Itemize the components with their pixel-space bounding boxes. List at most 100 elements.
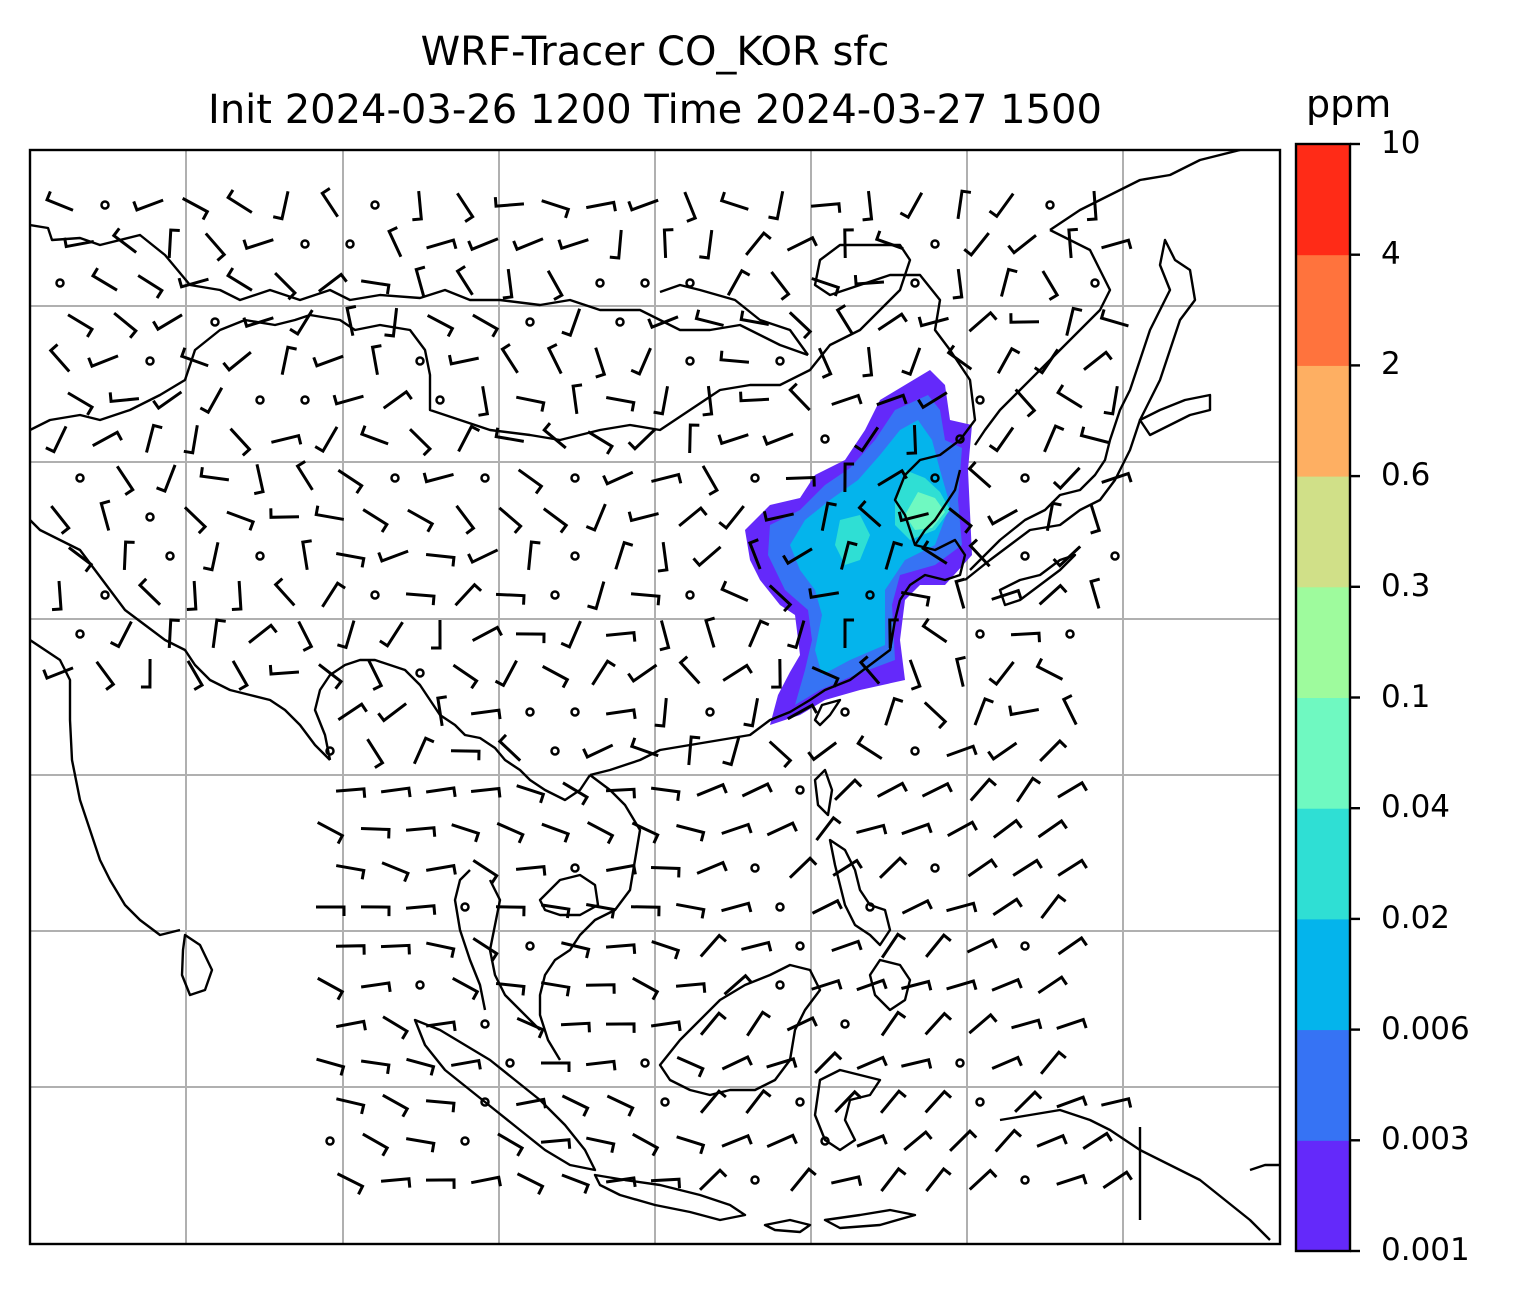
wind-barb <box>585 1136 616 1154</box>
wind-barb <box>515 1097 547 1109</box>
wind-barb <box>1014 388 1037 418</box>
wind-barb <box>948 507 974 534</box>
wind-barb <box>226 189 253 214</box>
wind-barb <box>557 238 589 251</box>
wind-barb <box>122 540 135 571</box>
wind-barb <box>109 620 133 649</box>
wind-barb <box>745 1088 772 1115</box>
colorbar-segment <box>1296 697 1350 809</box>
calm-wind-marker <box>325 1136 335 1146</box>
wind-barb <box>901 979 933 991</box>
wind-barb <box>272 191 290 221</box>
wind-barb <box>810 202 842 213</box>
wind-barb <box>337 702 368 722</box>
wind-barb <box>692 545 722 568</box>
wind-barb <box>1039 738 1068 763</box>
wind-barb <box>991 1055 1023 1070</box>
wind-barb <box>242 238 274 251</box>
calm-wind-marker <box>775 356 785 366</box>
wind-barb <box>605 708 637 720</box>
wind-barb <box>379 621 404 648</box>
wind-barb <box>853 274 885 286</box>
wind-barb <box>382 1015 410 1040</box>
wind-barb <box>1056 1095 1088 1109</box>
wind-barb <box>683 191 698 223</box>
wind-barb <box>903 1129 933 1152</box>
wind-barb <box>856 823 888 835</box>
wind-barb <box>921 617 948 644</box>
calm-wind-marker <box>145 356 155 366</box>
colorbar-tick-label: 4 <box>1381 235 1401 272</box>
wind-barb <box>115 465 135 496</box>
wind-barb <box>719 350 750 364</box>
wind-barb <box>345 304 357 337</box>
wind-barb <box>701 465 720 496</box>
wind-barb <box>387 226 403 258</box>
calm-wind-marker <box>435 395 445 405</box>
colorbar-tick-label: 0.6 <box>1381 457 1431 494</box>
wind-barb <box>560 1021 591 1033</box>
wind-barb <box>630 347 652 376</box>
calm-wind-marker <box>660 1097 670 1107</box>
wind-barb <box>186 580 198 612</box>
wind-barb <box>718 505 745 531</box>
wind-barb <box>901 347 922 377</box>
wind-barb <box>856 1133 888 1148</box>
calm-wind-marker <box>1020 941 1030 951</box>
wind-barb <box>856 1055 888 1070</box>
calm-wind-marker <box>75 473 85 483</box>
colorbar-tick-label: 2 <box>1381 346 1401 383</box>
wind-barb <box>963 232 990 258</box>
calm-wind-marker <box>345 239 355 249</box>
calm-wind-marker <box>955 434 965 444</box>
wind-barb <box>470 786 502 798</box>
wind-barb <box>515 632 546 644</box>
wind-barb <box>676 1135 706 1155</box>
wind-barb <box>988 661 1015 687</box>
wind-barb <box>605 943 637 954</box>
wind-barb <box>908 659 922 691</box>
wind-barb <box>561 308 582 338</box>
wind-barb <box>495 905 526 917</box>
calm-wind-marker <box>795 941 805 951</box>
wind-barb <box>1089 503 1102 535</box>
wind-barb <box>405 592 436 606</box>
wind-barb <box>991 977 1023 992</box>
wind-barb <box>542 422 567 450</box>
wind-barb <box>748 619 770 648</box>
calm-wind-marker <box>415 356 425 366</box>
wind-barb <box>317 272 348 293</box>
coastlines <box>30 150 1280 1241</box>
map-gridlines <box>30 150 1280 1244</box>
wind-barb <box>587 581 606 611</box>
wind-barb <box>785 475 816 487</box>
wind-barb <box>946 901 978 913</box>
wind-barb <box>1067 227 1078 259</box>
wind-barb <box>766 1133 798 1149</box>
wind-barb <box>788 856 818 879</box>
wind-barb <box>451 976 480 1001</box>
wind-barb <box>377 549 409 563</box>
wind-barb <box>739 310 770 326</box>
calm-wind-marker <box>415 980 425 990</box>
wind-barb <box>527 540 541 571</box>
wind-barb <box>968 1168 998 1191</box>
wind-barb <box>1052 466 1081 491</box>
wind-barb <box>51 580 63 612</box>
wind-barb <box>831 393 863 406</box>
wind-barb <box>515 864 547 876</box>
calm-wind-marker <box>255 395 265 405</box>
wind-barb <box>678 506 708 528</box>
wind-barb <box>314 426 339 454</box>
wind-barb <box>857 499 882 528</box>
wind-barb <box>631 821 660 844</box>
wind-barb <box>494 427 525 443</box>
wind-barb <box>925 933 952 958</box>
calm-wind-marker <box>55 278 65 288</box>
wind-barb <box>605 395 636 412</box>
wind-barb <box>1082 1131 1113 1150</box>
wind-barb <box>602 470 634 486</box>
wind-barb <box>630 905 661 917</box>
wind-barb <box>199 387 224 415</box>
calm-wind-marker <box>685 356 695 366</box>
